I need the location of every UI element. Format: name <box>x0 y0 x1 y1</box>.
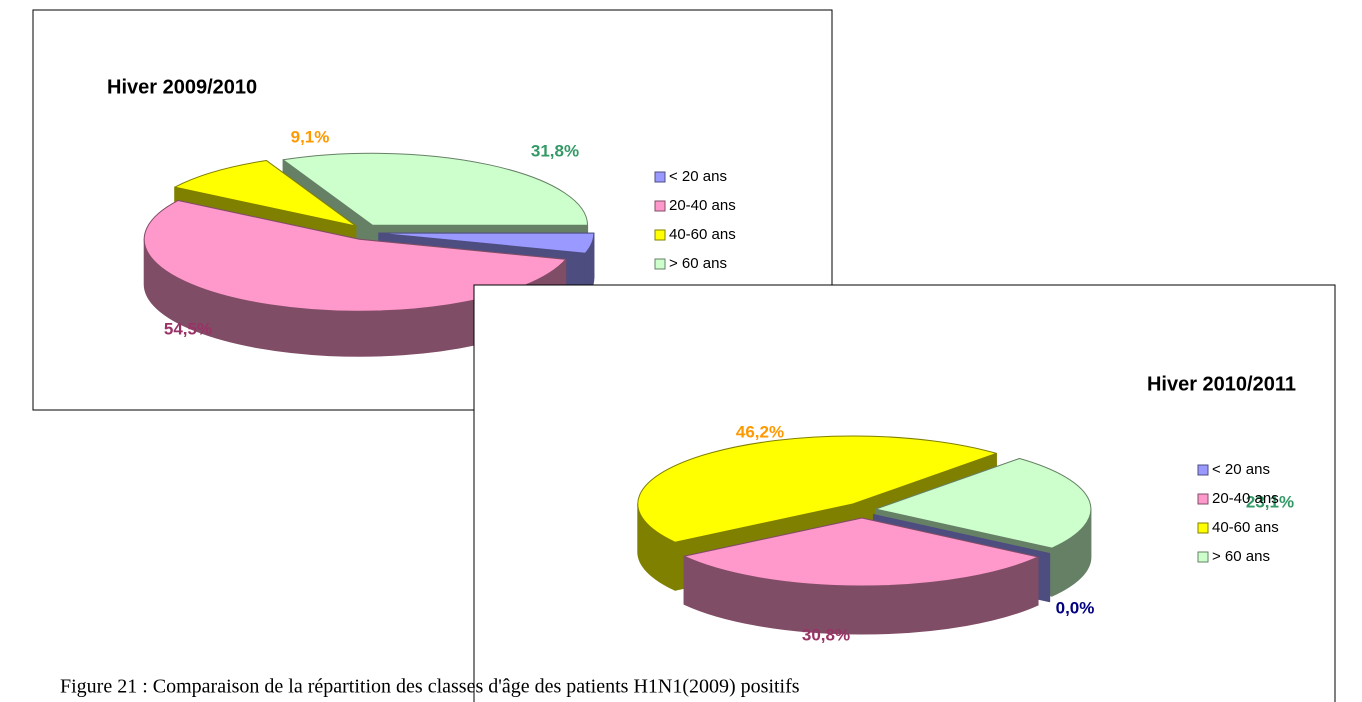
legend-label: > 60 ans <box>1212 548 1270 565</box>
legend-swatch <box>1197 493 1209 505</box>
legend-label: < 20 ans <box>1212 461 1270 478</box>
charts: Hiver 2009/2010 54,5% 9,1% 31,8% < 20 ans 20-… <box>32 9 1336 702</box>
legend-label: < 20 ans <box>669 168 727 185</box>
legend-label: 40-60 ans <box>1212 519 1279 536</box>
legend-swatch <box>654 200 666 212</box>
data-label: 23,1% <box>1246 492 1294 511</box>
legend-swatch <box>1197 464 1209 476</box>
data-label: 54,5% <box>164 319 212 338</box>
legend-label: > 60 ans <box>669 255 727 272</box>
chart-title: Hiver 2009/2010 <box>107 76 257 98</box>
legend-label: 40-60 ans <box>669 226 736 243</box>
legend-swatch <box>1197 551 1209 563</box>
data-label: 31,8% <box>531 141 579 160</box>
pie-chart: Hiver 2009/2010 54,5% 9,1% 31,8% < 20 ans 20-… <box>32 9 833 411</box>
data-label: 9,1% <box>291 127 330 146</box>
chart-title: Hiver 2010/2011 <box>1147 373 1296 395</box>
slice-top <box>875 457 1092 549</box>
slice-top <box>282 152 589 226</box>
slice-top <box>378 232 595 254</box>
data-label: 0,0% <box>1056 598 1095 617</box>
caption: Figure 21 : Comparaison de la répartitio… <box>60 676 800 698</box>
data-label: 30,8% <box>802 625 850 644</box>
legend-swatch <box>1197 522 1209 534</box>
legend-label: 20-40 ans <box>1212 490 1279 507</box>
legend-label: 20-40 ans <box>669 197 736 214</box>
legend-swatch <box>654 171 666 183</box>
data-label: 46,2% <box>736 422 784 441</box>
legend-swatch <box>654 229 666 241</box>
pie-chart: Hiver 2010/2011 0,0% 30,8% 46,2% 23,1% < 20 a… <box>473 284 1336 702</box>
slice-top <box>683 517 1039 587</box>
slice-top <box>174 159 357 227</box>
slice-top <box>637 435 997 543</box>
legend-swatch <box>654 258 666 270</box>
